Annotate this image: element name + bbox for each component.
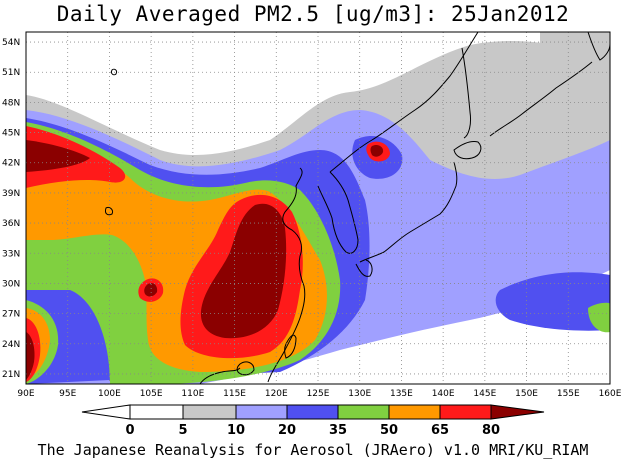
lat-tick-label: 36N: [2, 219, 20, 229]
colorbar-segment: [439, 404, 492, 420]
lon-tick-label: 155E: [557, 389, 580, 399]
lat-tick-label: 51N: [2, 68, 20, 78]
sichuan-lake: [105, 207, 113, 216]
lat-tick-label: 24N: [2, 340, 20, 350]
lat-tick-label: 45N: [2, 129, 20, 139]
hokkaido: [453, 141, 482, 160]
lat-tick-label: 33N: [2, 249, 20, 259]
lon-tick-label: 110E: [181, 389, 204, 399]
lat-tick-label: 54N: [2, 38, 20, 48]
lon-tick-label: 105E: [140, 389, 163, 399]
darkred-sw: [26, 332, 35, 380]
footer-credit: The Japanese Reanalysis for Aerosol (JRA…: [37, 441, 589, 459]
colorbar-level-label: 20: [278, 423, 296, 438]
gridlines: [26, 32, 610, 384]
colorbar-segment: [129, 404, 184, 420]
baikal-lake: [111, 68, 117, 76]
colorbar-level-label: 10: [227, 423, 245, 438]
colorbar-level-label: 0: [125, 423, 134, 438]
blue-east: [495, 272, 610, 331]
colorbar-level-label: 5: [178, 423, 187, 438]
japan-kyushu: [355, 259, 373, 277]
gray-top-right: [540, 32, 610, 110]
lon-tick-label: 160E: [599, 389, 622, 399]
vietnam-coast: [199, 367, 241, 384]
lon-tick-label: 145E: [473, 389, 496, 399]
lon-tick-label: 115E: [223, 389, 246, 399]
lat-tick-label: 39N: [2, 189, 20, 199]
coastlines: [105, 32, 610, 384]
green-east: [588, 302, 610, 333]
lon-tick-label: 125E: [307, 389, 330, 399]
kuril-islands: [489, 61, 593, 137]
lon-tick-label: 150E: [515, 389, 538, 399]
kamchatka: [587, 32, 610, 61]
lat-tick-label: 30N: [2, 279, 20, 289]
korea-coast: [317, 171, 359, 254]
colorbar-level-label: 50: [380, 423, 398, 438]
japan-honshu: [359, 161, 458, 263]
colorbar-level-label: 35: [329, 423, 347, 438]
colorbar-low-arrow: [81, 404, 131, 420]
lat-tick-label: 42N: [2, 159, 20, 169]
taiwan: [284, 334, 297, 359]
lon-tick-label: 135E: [390, 389, 413, 399]
lon-tick-label: 90E: [17, 389, 34, 399]
colorbar-segment: [286, 404, 339, 420]
hainan: [236, 361, 255, 376]
lon-tick-label: 120E: [265, 389, 288, 399]
darkred-manchuria: [370, 144, 384, 157]
lat-tick-label: 48N: [2, 98, 20, 108]
russia-coast: [329, 32, 479, 173]
china-coast: [267, 167, 306, 383]
colorbar-level-label: 65: [431, 423, 449, 438]
lon-tick-label: 130E: [348, 389, 371, 399]
colorbar-segment: [182, 404, 237, 420]
lon-tick-label: 100E: [98, 389, 121, 399]
plot-frame: [25, 31, 611, 385]
colorbar-segment: [388, 404, 441, 420]
colorbar-high-arrow: [490, 404, 545, 420]
latitude-tick-labels: 54N 51N 48N 45N 42N 39N 36N 33N 30N 27N 24N 21N: [2, 38, 20, 380]
lat-tick-label: 27N: [2, 310, 20, 320]
colorbar-segment: [337, 404, 390, 420]
colorbar-segment: [235, 404, 288, 420]
map-title: Daily Averaged PM2.5 [ug/m3]: 25Jan2012: [56, 2, 570, 26]
darkred-spot-sw: [144, 283, 158, 297]
darkred-china: [200, 203, 287, 339]
colorbar-level-label: 80: [482, 423, 500, 438]
lon-tick-label: 95E: [59, 389, 76, 399]
lon-tick-label: 140E: [432, 389, 455, 399]
sakhalin: [461, 47, 471, 139]
lat-tick-label: 21N: [2, 370, 20, 380]
darkred-north: [26, 140, 90, 172]
colorbar: 0 5 10 20 35 50 65 80: [81, 404, 545, 438]
longitude-tick-labels: 90E 95E 100E 105E 110E 115E 120E 125E 130E 135E 14…: [17, 389, 621, 399]
